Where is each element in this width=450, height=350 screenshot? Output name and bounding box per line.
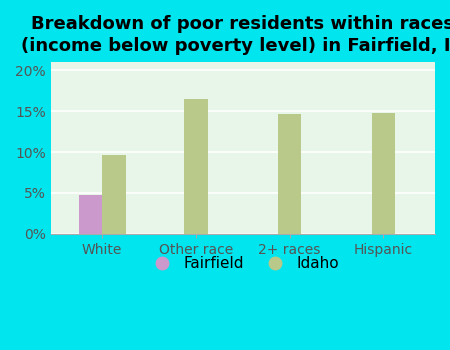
Bar [372, 113, 395, 234]
Bar [102, 155, 126, 234]
Legend: Fairfield, Idaho: Fairfield, Idaho [141, 250, 345, 278]
Bar [79, 195, 102, 234]
Title: Breakdown of poor residents within races
(income below poverty level) in Fairfie: Breakdown of poor residents within races… [21, 15, 450, 55]
Bar [184, 99, 207, 234]
Bar [278, 114, 302, 234]
